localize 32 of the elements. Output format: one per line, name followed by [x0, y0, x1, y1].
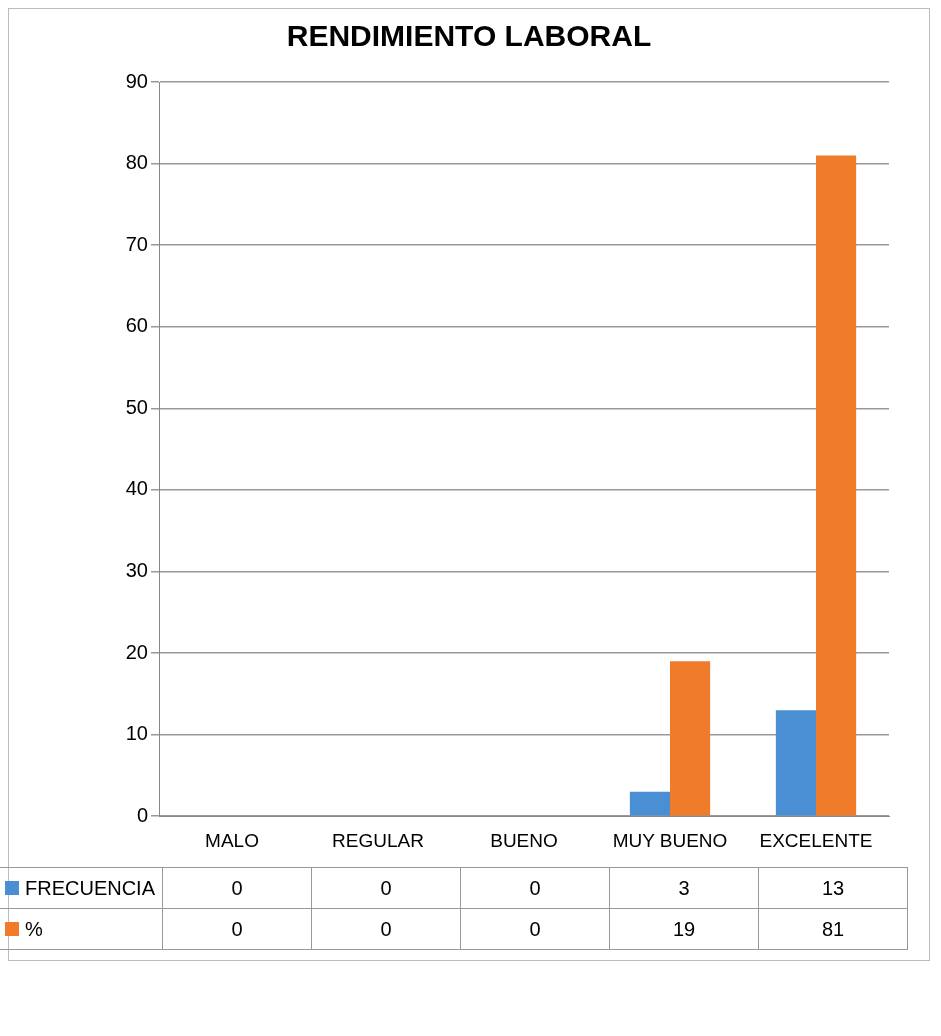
x-tick-label: BUENO: [490, 829, 558, 851]
y-tick-label: 50: [125, 395, 148, 418]
data-label: 0: [162, 867, 312, 909]
bar: [670, 661, 711, 816]
data-label: 3: [609, 867, 759, 909]
data-label: 81: [758, 908, 908, 950]
y-tick-label: 60: [125, 314, 148, 337]
bar: [775, 710, 816, 816]
bar: [816, 155, 857, 816]
legend-label: %: [25, 917, 43, 940]
data-label: 0: [460, 867, 610, 909]
legend-label: FRECUENCIA: [25, 876, 156, 899]
y-tick-label: 80: [125, 151, 148, 174]
x-tick-label: EXCELENTE: [759, 829, 873, 851]
x-tick-label: MALO: [205, 829, 259, 851]
data-label: 0: [162, 908, 312, 950]
y-tick-label: 10: [125, 722, 148, 745]
data-label: 19: [609, 908, 759, 950]
x-tick-label: REGULAR: [332, 829, 424, 851]
y-tick-label: 40: [125, 477, 148, 500]
data-label: 0: [311, 908, 461, 950]
y-tick-label: 0: [136, 803, 148, 826]
y-tick-label: 30: [125, 558, 148, 581]
y-tick-label: 90: [125, 69, 148, 92]
y-tick-label: 70: [125, 232, 148, 255]
x-tick-label: MUY BUENO: [612, 829, 728, 851]
y-tick-label: 20: [125, 640, 148, 663]
data-label: 13: [758, 867, 908, 909]
chart-title: RENDIMIENTO LABORAL: [285, 19, 653, 53]
data-label: 0: [460, 908, 610, 950]
data-label: 0: [311, 867, 461, 909]
bar: [629, 791, 670, 816]
